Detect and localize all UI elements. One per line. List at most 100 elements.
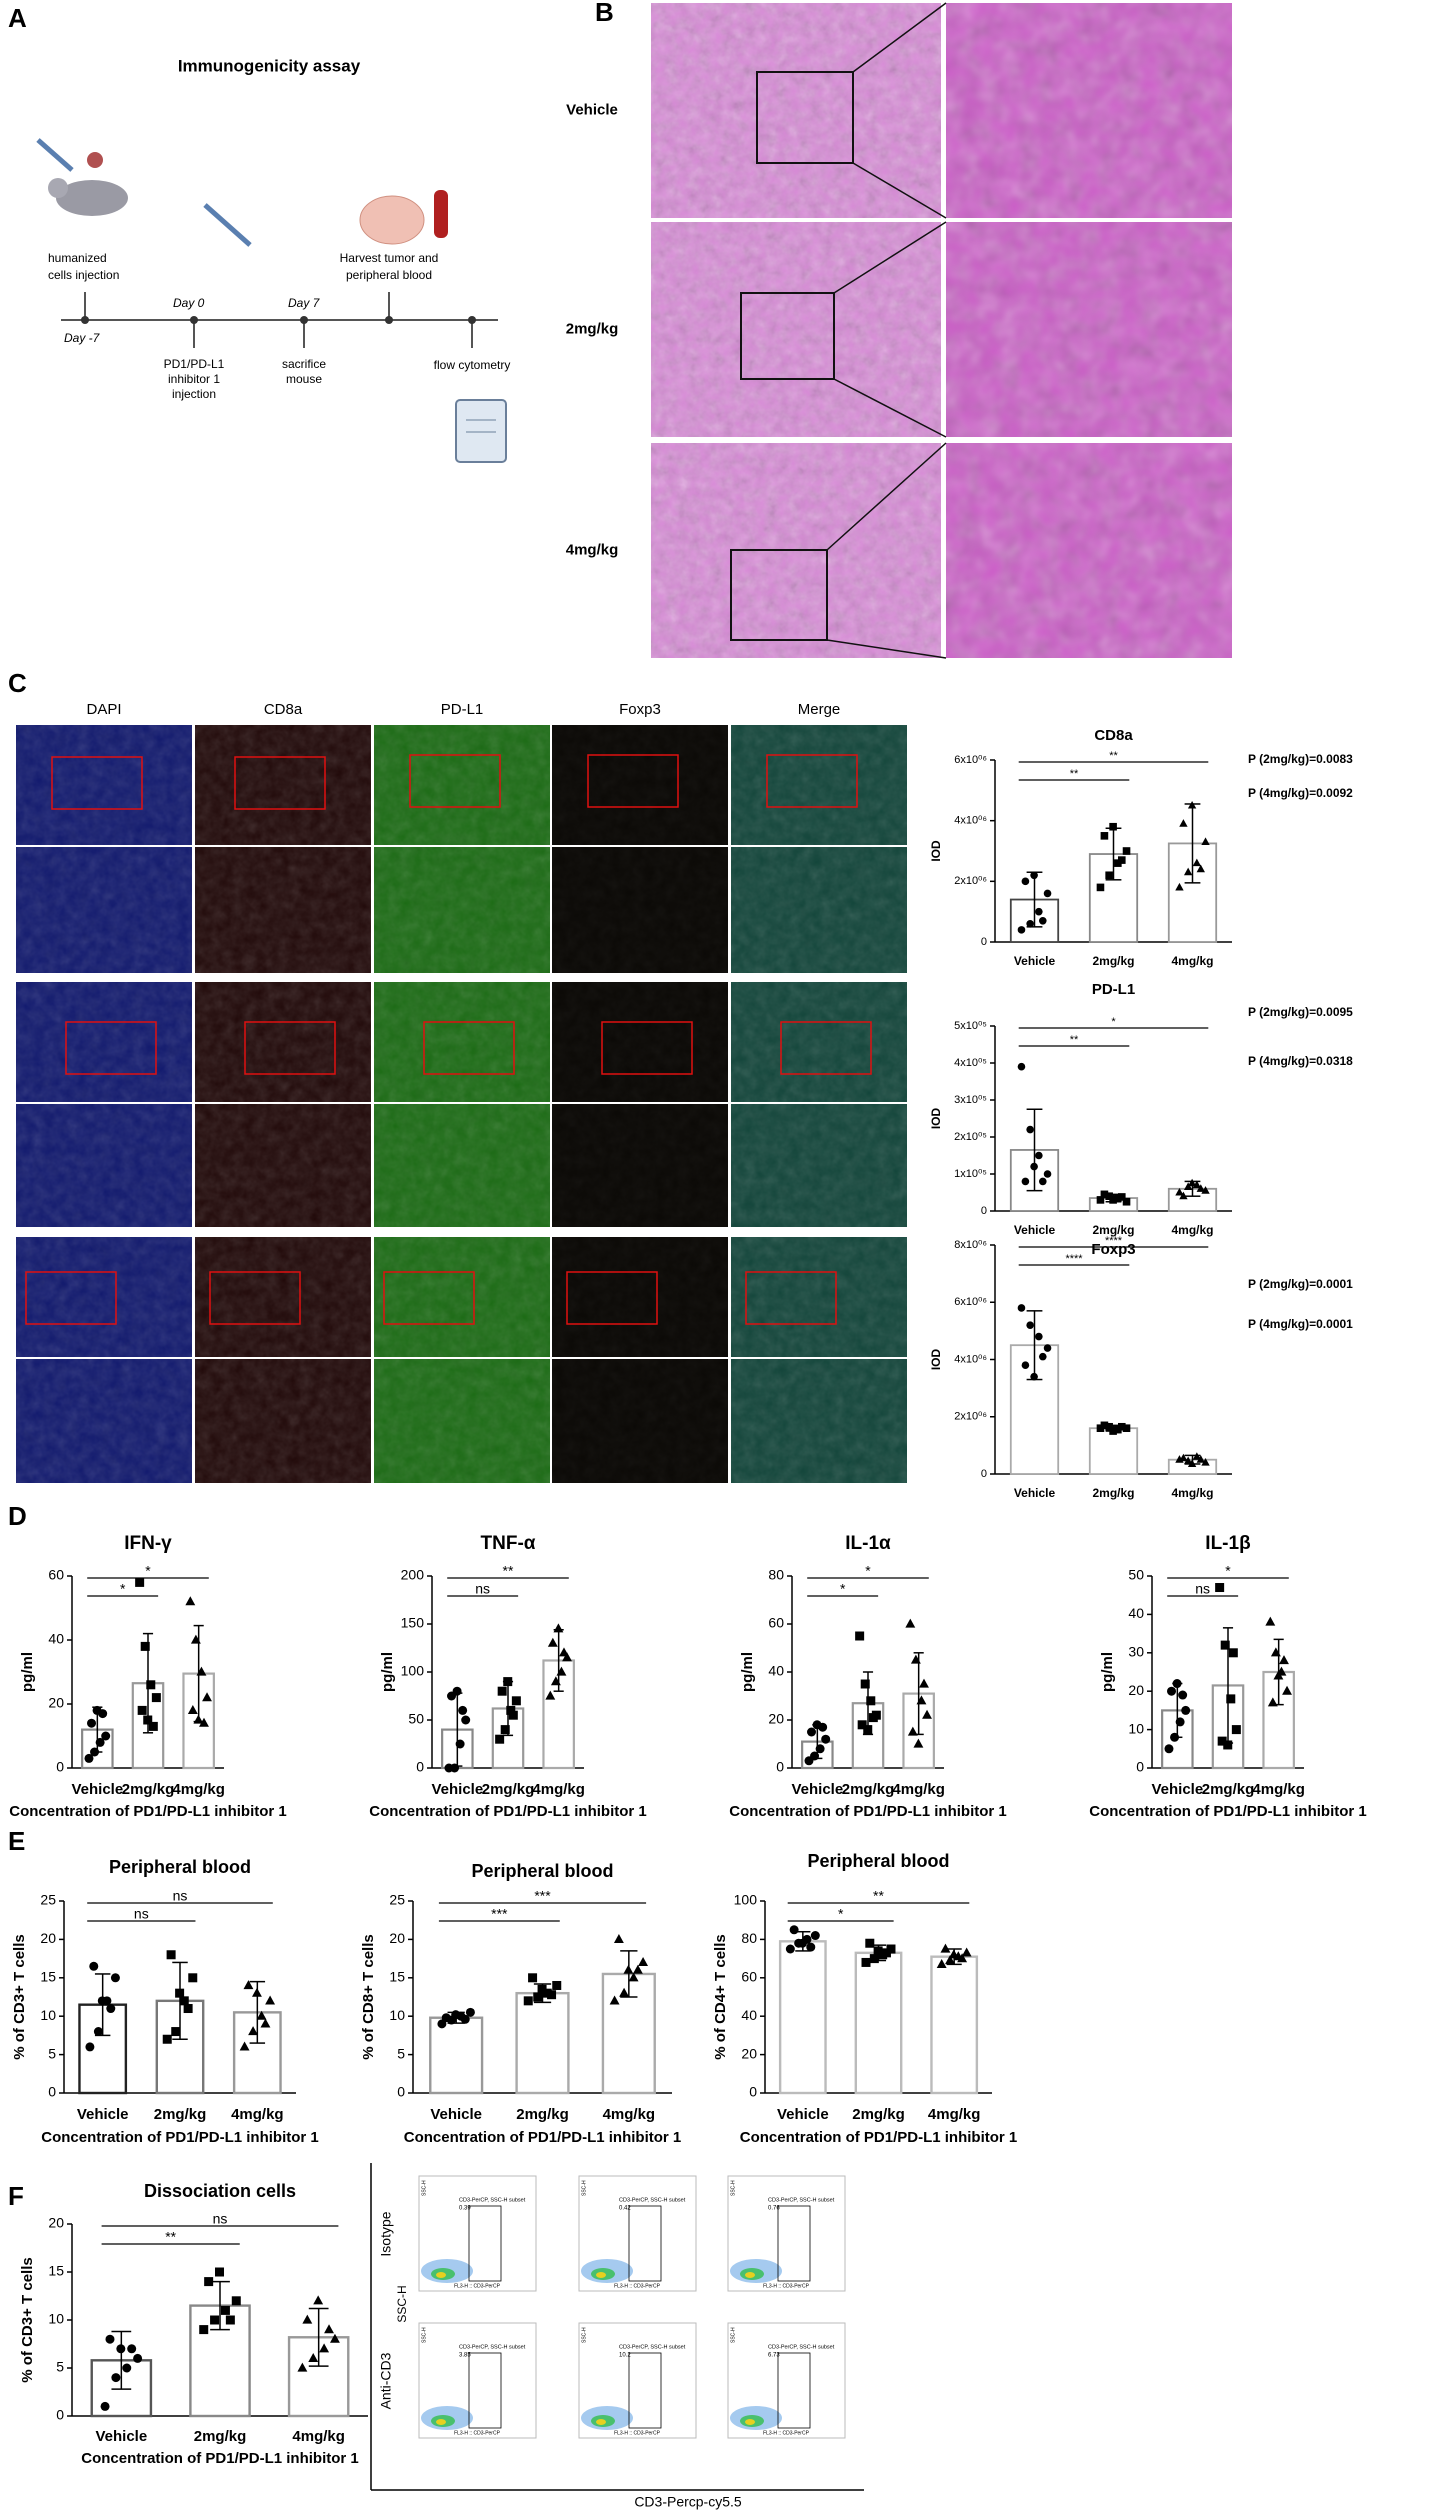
y-tick-label: 150 [401, 1615, 425, 1631]
data-point [127, 2344, 137, 2354]
fluorescence-texture [195, 847, 371, 973]
data-point [1196, 864, 1205, 873]
x-tick-label: 4mg/kg [292, 2428, 345, 2445]
flow-gate-value: 3.85 [459, 2353, 471, 2359]
flow-density-peak [596, 2272, 606, 2278]
data-point [1122, 1197, 1131, 1206]
significance-label: ** [1109, 750, 1118, 762]
data-point [1167, 1686, 1177, 1696]
roi-box [745, 1271, 837, 1325]
data-point [95, 1737, 105, 1747]
chart-title: IL-1β [1205, 1533, 1250, 1554]
data-point [1100, 832, 1109, 840]
data-point [818, 1722, 828, 1732]
significance-label: * [145, 1563, 151, 1579]
significance-label: *** [534, 1888, 551, 1904]
significance-label: *** [491, 1906, 508, 1922]
data-point [562, 1652, 572, 1662]
flow-density-peak [436, 2272, 446, 2278]
data-point [1030, 1162, 1038, 1171]
data-point [1196, 1455, 1205, 1463]
data-point [302, 2314, 313, 2324]
timeline-node [300, 316, 308, 324]
flow-x-title: CD3-Percp-cy5.5 [634, 2494, 742, 2510]
x-tick-label: 2mg/kg [482, 1781, 535, 1798]
y-tick-label: 0 [749, 2084, 757, 2100]
y-tick-label: 0 [56, 1759, 64, 1775]
flow-gate-label: CD3-PerCP, SSC-H subset [619, 2197, 686, 2203]
data-point [1117, 1193, 1126, 1201]
y-tick-label: 80 [741, 1930, 757, 1946]
chart-title: IFN-γ [124, 1533, 172, 1554]
data-point [1201, 837, 1210, 845]
data-point [1279, 1655, 1289, 1665]
data-point [1187, 1178, 1197, 1187]
data-point [861, 1957, 871, 1967]
he-texture [651, 3, 941, 218]
he-texture [946, 222, 1232, 437]
data-point [308, 2353, 319, 2362]
flow-plot-x-label: FL3-H :: CD3-PerCP [763, 2430, 810, 2436]
fluorescence-texture [731, 982, 907, 1102]
fluorescence-texture [552, 847, 728, 973]
data-point [1030, 1372, 1038, 1381]
significance-label: * [840, 1581, 846, 1597]
x-axis-label: Concentration of PD1/PD-L1 inhibitor 1 [41, 2129, 319, 2146]
x-tick-label: 4mg/kg [928, 2106, 981, 2123]
significance-label: ** [503, 1563, 514, 1579]
x-tick-label: 2mg/kg [1092, 1486, 1134, 1500]
data-point [1170, 1732, 1180, 1742]
schematic-title: Immunogenicity assay [178, 56, 361, 75]
data-point [789, 1925, 799, 1935]
data-point [1035, 1332, 1043, 1341]
y-tick-label: 10 [1128, 1720, 1144, 1736]
y-tick-label: 25 [389, 1892, 405, 1908]
y-tick-label: 3x10⁰⁵ [954, 1094, 987, 1106]
roi-box [383, 1271, 475, 1325]
syringe-icon [203, 203, 252, 247]
y-axis-label: % of CD3+ T cells [19, 2257, 36, 2382]
data-point [545, 1690, 556, 1700]
data-point [913, 1738, 924, 1748]
y-tick-label: 20 [768, 1711, 784, 1727]
data-point [905, 1618, 916, 1628]
fluorescence-texture [374, 1104, 550, 1227]
x-tick-label: Vehicle [1014, 1486, 1056, 1500]
y-tick-label: 15 [40, 1969, 56, 1985]
roi-box [65, 1021, 157, 1075]
data-point [508, 1710, 518, 1720]
data-point [105, 2334, 115, 2344]
data-point [110, 1973, 120, 1983]
data-point [1114, 1425, 1122, 1434]
data-point [458, 1705, 468, 1715]
y-tick-label: 0 [48, 2084, 56, 2100]
data-point [204, 2277, 214, 2287]
data-point [179, 1996, 189, 2006]
x-tick-label: Vehicle [95, 2428, 147, 2445]
fluorescence-texture [16, 982, 192, 1102]
data-point [1175, 1717, 1185, 1727]
data-point [1021, 1177, 1030, 1186]
error-bar [308, 2307, 329, 2367]
y-tick-label: 1x10⁰⁵ [954, 1168, 987, 1180]
syringe-icon [36, 138, 74, 172]
data-point [87, 1718, 97, 1728]
roi-box [25, 1271, 117, 1325]
zoom-line [826, 442, 947, 551]
data-point [93, 2027, 103, 2037]
data-point [873, 1946, 883, 1956]
day-label: Day 0 [173, 296, 205, 310]
flow-gate-value: 0.76 [768, 2206, 780, 2212]
data-point [1164, 1744, 1174, 1754]
x-tick-label: 4mg/kg [1252, 1781, 1305, 1798]
y-tick-label: 30 [1128, 1644, 1144, 1660]
step-label: flow cytometry [434, 358, 511, 372]
x-tick-label: 2mg/kg [1092, 1223, 1134, 1237]
y-tick-label: 80 [768, 1567, 784, 1583]
day-label: Day -7 [64, 331, 101, 345]
significance-label: ns [475, 1581, 490, 1597]
significance-label: ns [173, 1888, 188, 1904]
data-point [1122, 1424, 1131, 1432]
